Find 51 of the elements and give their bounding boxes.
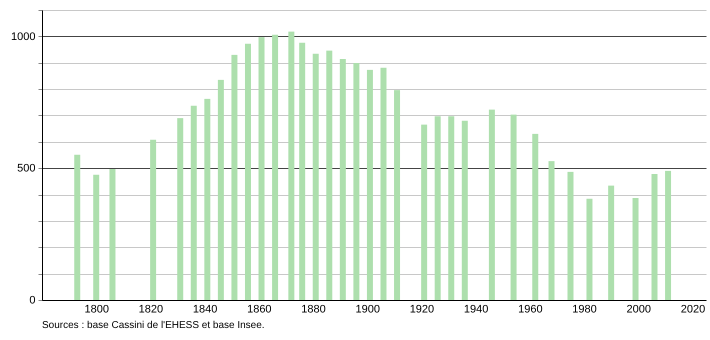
bar [652,174,658,300]
bar [288,32,294,300]
bar [74,154,80,300]
x-tick-label: 2000 [626,304,651,316]
bar [109,168,116,300]
x-tick-label: 2020 [680,304,706,316]
bar [93,174,100,300]
bar [204,98,210,300]
bar [548,161,555,300]
bar [632,198,639,300]
bar [394,90,400,300]
bar [326,50,332,300]
bar [532,134,538,300]
x-tick-label: 1980 [572,304,597,316]
x-tick-label: 1900 [355,304,380,316]
bar [608,186,614,300]
bar [190,106,197,300]
source-note: Sources : base Cassini de l'EHESS et base Insee. [42,320,265,331]
x-tick-label: 1840 [192,304,218,316]
x-tick-label: 1880 [301,304,326,316]
x-tick-label: 1960 [518,304,543,316]
y-tick-label: 0 [29,294,36,306]
bar [586,198,592,300]
x-tick-label: 1800 [84,304,109,316]
bar [421,124,428,300]
bar [510,114,517,300]
bar [462,120,468,300]
bar [272,34,278,300]
bar [340,59,346,300]
x-tick-label: 1860 [247,304,272,316]
x-tick-label: 1920 [410,304,434,316]
bar [448,116,454,300]
bar [665,170,672,300]
bar [353,62,360,300]
bar [231,54,238,300]
bar [488,110,495,300]
x-tick-label: 1820 [138,304,164,316]
bar [244,44,251,300]
x-tick-label: 1940 [464,304,488,316]
bar [150,140,156,300]
bar [218,80,224,300]
bar [434,116,441,300]
bar [258,37,265,300]
bar [299,42,306,300]
bar [380,68,386,300]
y-tick-label: 500 [17,162,36,175]
bar [567,172,574,300]
bar [177,118,184,300]
bar [366,70,373,300]
bar [312,54,319,300]
y-tick-label: 1000 [11,30,36,43]
